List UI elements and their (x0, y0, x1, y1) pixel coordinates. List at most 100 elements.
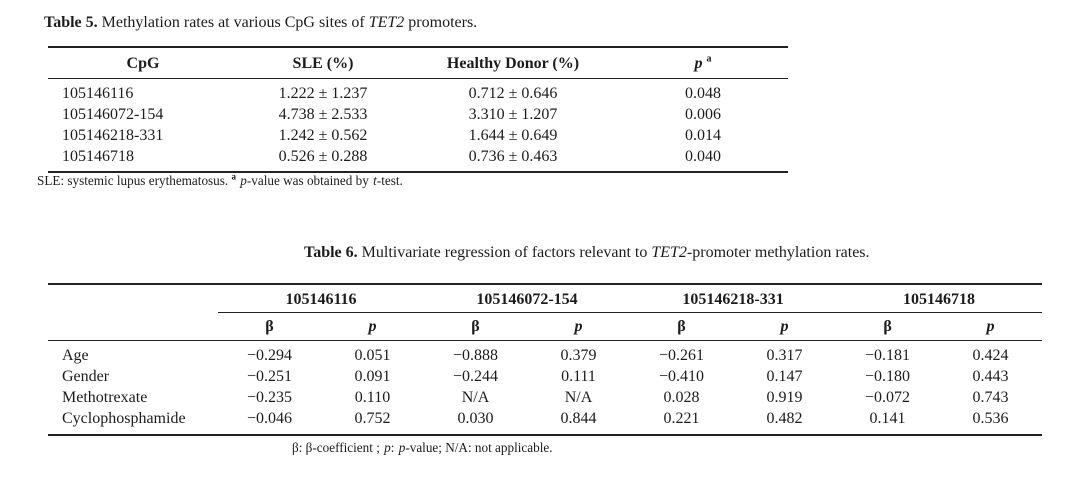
cell-beta: −0.235 (246, 389, 293, 406)
group-header-cpg-site: 105146116 (218, 284, 424, 313)
cell-p: 0.379 (560, 347, 597, 364)
cell-p: 0.752 (354, 410, 391, 427)
table5-footnote: SLE: systemic lupus erythematosus. a p-v… (37, 171, 403, 189)
p-header: p (733, 312, 837, 341)
cell-donor: 0.712 ± 0.646 (468, 85, 558, 102)
table6-multivariate-regression: 105146116 105146072-154 105146218-331 10… (48, 283, 1043, 436)
empty-corner-cell (48, 312, 218, 341)
table-row: Methotrexate −0.235 0.110 N/A N/A 0.028 … (48, 387, 1042, 408)
cell-p: 0.536 (972, 410, 1009, 427)
cell-beta: −0.180 (865, 368, 911, 385)
cell-p: 0.317 (766, 347, 803, 364)
cell-beta: −0.072 (865, 389, 911, 406)
table-row: Age −0.294 0.051 −0.888 0.379 −0.261 0.3… (48, 341, 1042, 367)
cell-p: 0.743 (972, 389, 1009, 406)
p-header: p (939, 312, 1043, 341)
cell-beta: N/A (461, 389, 490, 406)
cell-sle: 1.242 ± 0.562 (278, 127, 368, 144)
table5-caption-gene: TET2 (368, 14, 405, 31)
cell-donor: 3.310 ± 1.207 (468, 106, 558, 123)
table5-caption-tail: promoters. (404, 14, 478, 31)
cell-sle: 4.738 ± 2.533 (278, 106, 368, 123)
cell-sle: 0.526 ± 0.288 (278, 148, 368, 165)
p-symbol: p (240, 173, 247, 188)
table5-header-sle: SLE (%) (238, 47, 408, 79)
cell-donor: 1.644 ± 0.649 (468, 127, 558, 144)
footnote-text: -value was obtained by (246, 173, 373, 188)
beta-header: β (218, 312, 321, 341)
cell-p: 0.919 (766, 389, 803, 406)
t-symbol: t (373, 173, 377, 188)
beta-header: β (836, 312, 940, 341)
cell-cpg: 105146116 (62, 85, 134, 102)
table5-header-donor: Healthy Donor (%) (408, 47, 618, 79)
group-header-cpg-site: 105146218-331 (630, 284, 837, 313)
cell-p: 0.147 (766, 368, 803, 385)
group-header-cpg-site: 105146718 (836, 284, 1043, 313)
row-label: Cyclophosphamide (62, 410, 186, 427)
cell-p: 0.443 (972, 368, 1009, 385)
table6-caption-gene: TET2 (651, 244, 687, 261)
cell-beta: −0.261 (659, 347, 705, 364)
cell-cpg: 105146072-154 (62, 106, 164, 123)
row-label: Age (62, 347, 89, 364)
cell-p: 0.006 (685, 106, 721, 123)
row-label: Gender (62, 368, 110, 385)
table6-caption-label: Table 6. (304, 244, 358, 261)
footnote-marker-a: a (706, 53, 712, 65)
p-symbol: p (384, 440, 391, 455)
table6-caption-text: Multivariate regression of factors relev… (357, 244, 652, 261)
table6-caption: Table 6. Multivariate regression of fact… (304, 243, 870, 263)
cell-sle: 1.222 ± 1.237 (278, 85, 368, 102)
table-row: 105146218-331 1.242 ± 0.562 1.644 ± 0.64… (48, 125, 788, 146)
footnote-text: : (390, 440, 398, 455)
cell-p: 0.111 (561, 368, 596, 385)
table5-caption-label: Table 5. (44, 14, 98, 31)
table5-caption: Table 5. Methylation rates at various Cp… (44, 13, 477, 33)
beta-header: β (424, 312, 527, 341)
cell-p: 0.424 (972, 347, 1009, 364)
cell-donor: 0.736 ± 0.463 (468, 148, 558, 165)
cell-p: 0.040 (685, 148, 721, 165)
cell-beta: −0.181 (865, 347, 911, 364)
table6-caption-tail: -promoter methylation rates. (686, 244, 870, 261)
cell-beta: 0.028 (663, 389, 700, 406)
cell-beta: −0.294 (246, 347, 293, 364)
table5-caption-text: Methylation rates at various CpG sites o… (97, 14, 369, 31)
table-row: Gender −0.251 0.091 −0.244 0.111 −0.410 … (48, 366, 1042, 387)
footnote-text: SLE: systemic lupus erythematosus. (37, 173, 232, 188)
cell-p: 0.844 (560, 410, 597, 427)
table5-header-row: CpG SLE (%) Healthy Donor (%) p a (48, 47, 788, 79)
p-header: p (527, 312, 631, 341)
cell-beta: 0.030 (457, 410, 494, 427)
table-row: 105146718 0.526 ± 0.288 0.736 ± 0.463 0.… (48, 146, 788, 172)
cell-cpg: 105146218-331 (62, 127, 164, 144)
cell-beta: −0.251 (246, 368, 293, 385)
p-header: p (321, 312, 424, 341)
cell-p: 0.482 (766, 410, 803, 427)
table6-subheader-row: β p β p β p β p (48, 312, 1043, 341)
table-row: Cyclophosphamide −0.046 0.752 0.030 0.84… (48, 408, 1042, 435)
table6-footnote: β: β-coefficient ; p: p-value; N/A: not … (292, 440, 553, 456)
table5-header-cpg: CpG (48, 47, 238, 79)
table5-methylation-rates: CpG SLE (%) Healthy Donor (%) p a 105146… (48, 46, 788, 173)
cell-p: 0.048 (685, 85, 721, 102)
footnote-text: -test. (376, 173, 403, 188)
cell-beta: −0.244 (452, 368, 499, 385)
row-label: Methotrexate (62, 389, 148, 406)
cell-p: 0.091 (354, 368, 391, 385)
footnote-marker-a: a (231, 171, 237, 182)
beta-header: β (630, 312, 734, 341)
footnote-text: β: β-coefficient ; (292, 440, 384, 455)
cell-beta: −0.046 (246, 410, 293, 427)
cell-beta: 0.221 (663, 410, 700, 427)
table-row: 105146072-154 4.738 ± 2.533 3.310 ± 1.20… (48, 104, 788, 125)
empty-corner-cell (48, 284, 218, 313)
table6-group-header-row: 105146116 105146072-154 105146218-331 10… (48, 284, 1043, 313)
cell-p: 0.051 (354, 347, 391, 364)
cell-beta: −0.888 (452, 347, 499, 364)
cell-cpg: 105146718 (62, 148, 134, 165)
cell-beta: −0.410 (659, 368, 705, 385)
footnote-text: -value; N/A: not applicable. (405, 440, 553, 455)
